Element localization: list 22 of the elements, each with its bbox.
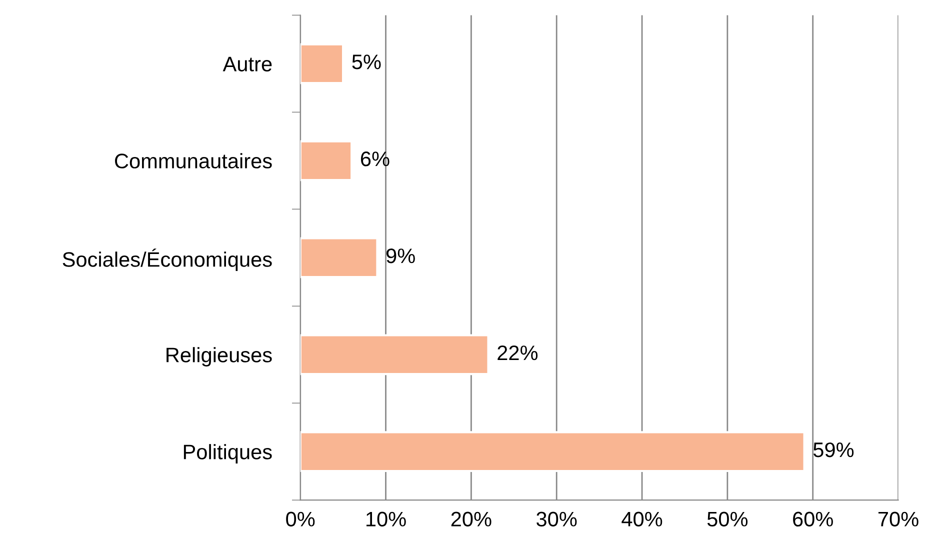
x-tick-label: 50% xyxy=(707,512,748,527)
bar xyxy=(300,237,378,278)
data-label: 59% xyxy=(813,442,854,458)
x-tick-label: 10% xyxy=(366,512,406,527)
bar xyxy=(300,140,353,182)
x-tick-label: 70% xyxy=(878,512,918,527)
y-tick-label: Religieuses xyxy=(166,347,272,367)
data-label: 6% xyxy=(360,152,390,166)
data-label: 22% xyxy=(498,345,538,360)
y-tick-label: Communautaires xyxy=(115,153,272,168)
x-tick-label: 0% xyxy=(286,512,315,527)
bar xyxy=(300,334,490,376)
data-label: 5% xyxy=(352,54,381,70)
y-tick-label: Sociales/Économiques xyxy=(62,248,272,272)
bar xyxy=(300,431,806,472)
x-tick-label: 20% xyxy=(451,512,492,527)
y-tick-label: Autre xyxy=(222,56,272,72)
data-label: 9% xyxy=(386,248,415,264)
x-tick-label: 60% xyxy=(793,512,833,527)
x-tick-label: 40% xyxy=(622,512,662,527)
y-tick-label: Politiques xyxy=(184,444,272,464)
x-tick-label: 30% xyxy=(536,512,577,527)
